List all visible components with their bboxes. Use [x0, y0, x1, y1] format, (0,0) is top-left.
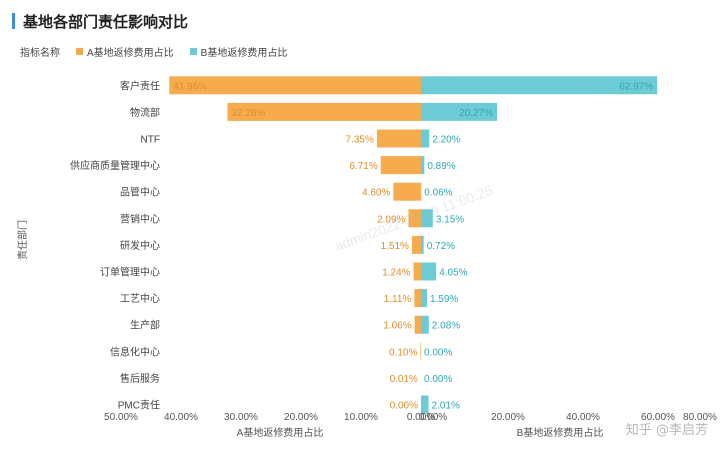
bar-a [411, 235, 421, 254]
bar-b [421, 315, 429, 334]
category-label: 客户责任 [120, 79, 160, 92]
legend-item-b[interactable]: B基地返修费用占比 [189, 44, 288, 59]
data-label-a: 0.01% [390, 374, 418, 385]
data-label-a: 0.00% [390, 401, 418, 412]
bar-a [414, 315, 421, 334]
right-axis-tick: 60.00% [641, 412, 675, 423]
left-axis-tick: 50.00% [104, 412, 138, 423]
data-label-a: 41.96% [173, 81, 207, 92]
data-label-a: 0.10% [389, 347, 417, 358]
bar-a [393, 182, 421, 201]
bar-a [414, 289, 421, 308]
y-axis-title: 责任部门 [16, 220, 29, 260]
category-label: 工艺中心 [120, 292, 160, 305]
data-label-a: 1.06% [383, 321, 411, 332]
right-axis-tick: 20.00% [491, 412, 525, 423]
legend-text-b: B基地返修费用占比 [200, 48, 288, 59]
right-axis-tick: 40.00% [566, 412, 600, 423]
bar-a [413, 262, 421, 281]
bar-b [421, 129, 430, 148]
data-label-b: 0.06% [424, 188, 452, 199]
data-label-b: 3.15% [436, 214, 464, 225]
right-axis-tick: 0.00% [419, 412, 447, 423]
data-label-a: 4.60% [362, 188, 390, 199]
data-label-b: 0.00% [424, 374, 452, 385]
category-label: 营销中心 [120, 212, 160, 225]
category-label: 订单管理中心 [100, 266, 160, 279]
legend-item-a[interactable]: A基地返修费用占比 [76, 44, 174, 59]
data-label-b: 2.20% [432, 135, 460, 146]
category-label: 生产部 [130, 319, 160, 332]
left-axis-tick: 30.00% [224, 412, 258, 423]
data-label-a: 1.24% [382, 268, 410, 279]
chart-title: 基地各部门责任影响对比 [23, 13, 189, 31]
data-label-a: 1.51% [381, 241, 409, 252]
legend: 指标名称 A基地返修费用占比 B基地返修费用占比 [20, 44, 287, 59]
bar-a [408, 209, 421, 228]
bar-b [421, 235, 424, 254]
title-bar: 基地各部门责任影响对比 [12, 10, 188, 32]
category-label: 信息化中心 [110, 345, 160, 358]
title-accent [12, 13, 15, 29]
bar-b [421, 156, 425, 175]
category-label: 品管中心 [120, 186, 160, 199]
data-label-b: 62.97% [619, 81, 653, 92]
bar-b [421, 102, 498, 121]
data-label-b: 4.05% [439, 268, 467, 279]
category-label: NTF [141, 135, 160, 146]
bar-a [376, 129, 421, 148]
category-label: 供应商质量管理中心 [70, 159, 160, 172]
credit-watermark: 知乎 @李启芳 [626, 422, 708, 438]
data-label-a: 1.11% [384, 294, 412, 305]
bar-b [421, 262, 437, 281]
bar-b [421, 76, 658, 95]
bar-b [421, 209, 433, 228]
category-label: 研发中心 [120, 239, 160, 252]
category-label: PMC责任 [118, 399, 160, 412]
data-label-b: 0.89% [427, 161, 455, 172]
data-label-a: 6.71% [349, 161, 377, 172]
category-label: 物流部 [130, 106, 160, 119]
bar-a [380, 156, 421, 175]
left-axis-tick: 40.00% [164, 412, 198, 423]
left-axis-tick: 0.00% [407, 412, 435, 423]
data-label-a: 2.09% [377, 214, 405, 225]
bar-b [421, 395, 429, 414]
data-label-a: 7.35% [346, 135, 374, 146]
right-axis-title: B基地返修费用占比 [517, 426, 604, 439]
right-axis-tick: 80.00% [683, 412, 717, 423]
bar-a [420, 342, 421, 361]
left-axis-tick: 10.00% [344, 412, 378, 423]
bar-a [169, 76, 421, 95]
legend-text-a: A基地返修费用占比 [87, 48, 174, 59]
left-axis-tick: 20.00% [284, 412, 318, 423]
bar-a [227, 102, 421, 121]
legend-swatch-b [189, 48, 197, 55]
legend-swatch-a [76, 48, 83, 55]
data-label-b: 0.72% [427, 241, 455, 252]
data-label-b: 20.27% [459, 108, 493, 119]
left-axis-title: A基地返修费用占比 [237, 426, 324, 439]
data-label-b: 1.59% [430, 294, 458, 305]
data-label-a: 32.26% [231, 108, 265, 119]
bar-b [421, 289, 427, 308]
data-label-b: 2.08% [432, 321, 460, 332]
category-label: 售后服务 [120, 372, 160, 385]
data-label-b: 2.01% [432, 401, 460, 412]
legend-label: 指标名称 [20, 48, 60, 59]
data-label-b: 0.00% [424, 347, 452, 358]
